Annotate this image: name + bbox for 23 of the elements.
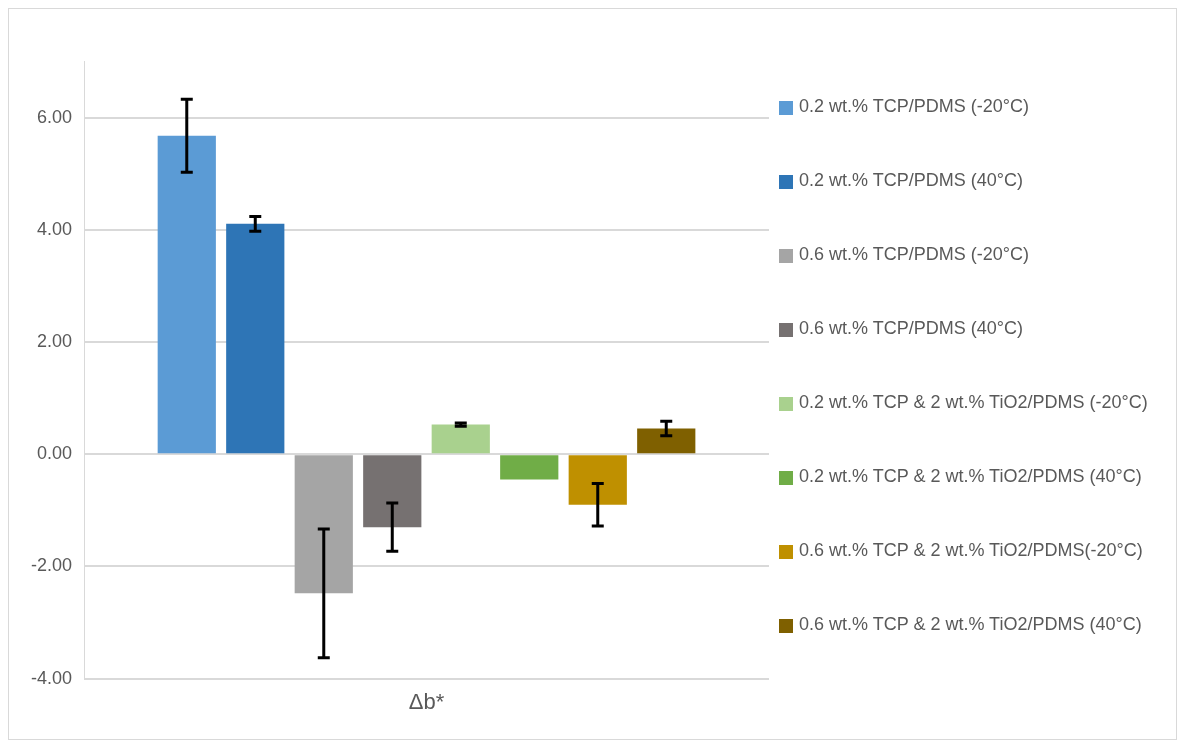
- y-tick-label: 6.00: [36, 106, 73, 127]
- bar: [500, 455, 559, 480]
- y-tick-label: -2.00: [31, 555, 73, 576]
- bar: [637, 428, 696, 454]
- y-tick-label: -4.00: [31, 667, 73, 688]
- bar: [568, 455, 627, 505]
- legend-label: 0.2 wt.% TCP & 2 wt.% TiO2/PDMS (40°C): [799, 465, 1142, 488]
- bar: [226, 223, 285, 454]
- y-tick-label: 2.00: [36, 331, 73, 352]
- legend-label: 0.6 wt.% TCP & 2 wt.% TiO2/PDMS (40°C): [799, 613, 1142, 636]
- bar: [431, 424, 490, 454]
- bar: [157, 135, 216, 454]
- legend-label: 0.2 wt.% TCP/PDMS (40°C): [799, 169, 1023, 192]
- y-tick-label: 4.00: [36, 218, 73, 239]
- x-tick-label: Δb*: [408, 688, 445, 714]
- legend-label: 0.6 wt.% TCP/PDMS (40°C): [799, 317, 1023, 340]
- legend-label: 0.6 wt.% TCP/PDMS (-20°C): [799, 243, 1029, 266]
- legend-label: 0.2 wt.% TCP/PDMS (-20°C): [799, 95, 1029, 118]
- bar: [363, 455, 422, 528]
- legend-label: 0.6 wt.% TCP & 2 wt.% TiO2/PDMS(-20°C): [799, 539, 1143, 562]
- y-tick-label: 0.00: [36, 443, 73, 464]
- bar: [294, 455, 353, 594]
- legend-label: 0.2 wt.% TCP & 2 wt.% TiO2/PDMS (-20°C): [799, 391, 1148, 414]
